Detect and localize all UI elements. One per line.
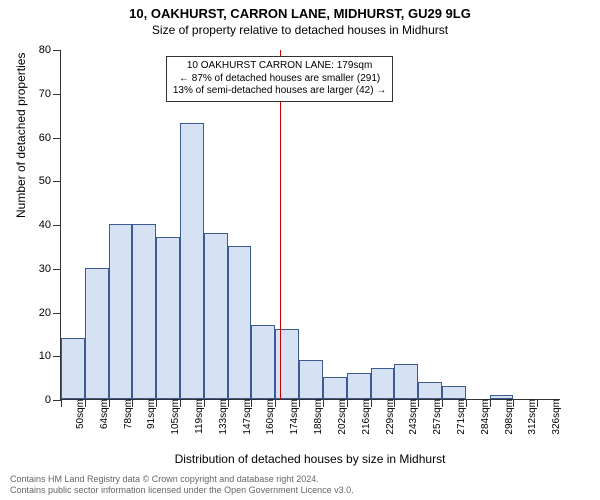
y-tick-label: 20: [39, 307, 61, 319]
y-tick-label: 0: [45, 394, 61, 406]
x-tick: [204, 399, 205, 407]
x-tick-label: 50sqm: [65, 399, 86, 429]
histogram-bar: [61, 338, 85, 399]
x-tick-label: 312sqm: [517, 399, 538, 435]
x-tick-label: 298sqm: [494, 399, 515, 435]
x-tick-label: 271sqm: [446, 399, 467, 435]
footer-line-2: Contains public sector information licen…: [10, 485, 354, 496]
x-tick: [490, 399, 491, 407]
annotation-box: 10 OAKHURST CARRON LANE: 179sqm ← 87% of…: [166, 56, 393, 102]
histogram-bar: [490, 395, 514, 399]
chart-plot-region: 0102030405060708050sqm64sqm78sqm91sqm105…: [60, 50, 560, 400]
x-tick-label: 78sqm: [113, 399, 134, 429]
histogram-bar: [323, 377, 347, 399]
x-tick: [156, 399, 157, 407]
x-tick-label: 133sqm: [208, 399, 229, 435]
x-tick-label: 105sqm: [160, 399, 181, 435]
histogram-bar: [251, 325, 275, 399]
histogram-bar: [180, 123, 204, 399]
y-tick-label: 40: [39, 219, 61, 231]
x-tick: [323, 399, 324, 407]
x-tick-label: 119sqm: [184, 399, 205, 434]
x-tick-label: 91sqm: [136, 399, 157, 429]
chart-subtitle: Size of property relative to detached ho…: [0, 21, 600, 37]
x-tick: [251, 399, 252, 407]
x-tick-label: 147sqm: [232, 399, 253, 435]
x-tick-label: 257sqm: [422, 399, 443, 435]
histogram-bar: [156, 237, 180, 399]
annotation-line: [280, 50, 281, 399]
histogram-bar: [85, 268, 109, 399]
x-tick: [466, 399, 467, 407]
x-tick-label: 202sqm: [327, 399, 348, 435]
histogram-bar: [442, 386, 466, 399]
x-tick-label: 284sqm: [470, 399, 491, 435]
histogram-bar: [109, 224, 133, 399]
x-axis-label: Distribution of detached houses by size …: [60, 452, 560, 466]
x-tick-label: 188sqm: [303, 399, 324, 435]
x-tick: [371, 399, 372, 407]
x-tick-label: 160sqm: [255, 399, 276, 435]
footer-line-1: Contains HM Land Registry data © Crown c…: [10, 474, 354, 485]
x-tick: [61, 399, 62, 407]
x-tick-label: 326sqm: [541, 399, 562, 435]
footer-attribution: Contains HM Land Registry data © Crown c…: [10, 474, 354, 496]
annotation-line-3: 13% of semi-detached houses are larger (…: [173, 85, 386, 98]
x-tick-label: 243sqm: [398, 399, 419, 435]
x-tick-label: 64sqm: [89, 399, 110, 429]
x-tick: [418, 399, 419, 407]
annotation-line-1: 10 OAKHURST CARRON LANE: 179sqm: [173, 60, 386, 73]
histogram-bar: [299, 360, 323, 399]
x-tick: [85, 399, 86, 407]
x-tick-label: 229sqm: [375, 399, 396, 435]
histogram-bar: [204, 233, 228, 399]
histogram-bar: [228, 246, 252, 399]
histogram-bar: [418, 382, 442, 400]
y-tick-label: 10: [39, 350, 61, 362]
x-tick: [347, 399, 348, 407]
annotation-line-2: ← 87% of detached houses are smaller (29…: [173, 73, 386, 86]
y-tick-label: 80: [39, 44, 61, 56]
x-tick: [275, 399, 276, 407]
chart-plot-area: 0102030405060708050sqm64sqm78sqm91sqm105…: [60, 50, 560, 400]
x-tick-label: 216sqm: [351, 399, 372, 435]
x-tick: [109, 399, 110, 407]
x-tick: [180, 399, 181, 407]
y-tick-label: 70: [39, 88, 61, 100]
y-tick-label: 50: [39, 175, 61, 187]
page-title: 10, OAKHURST, CARRON LANE, MIDHURST, GU2…: [0, 0, 600, 21]
x-tick: [228, 399, 229, 407]
x-tick: [513, 399, 514, 407]
x-tick: [132, 399, 133, 407]
x-tick: [442, 399, 443, 407]
x-tick: [299, 399, 300, 407]
histogram-bar: [132, 224, 156, 399]
x-tick: [394, 399, 395, 407]
histogram-bar: [347, 373, 371, 399]
y-tick-label: 60: [39, 132, 61, 144]
histogram-bar: [275, 329, 299, 399]
y-tick-label: 30: [39, 263, 61, 275]
x-tick-label: 174sqm: [279, 399, 300, 435]
x-tick: [537, 399, 538, 407]
y-axis-label: Number of detached properties: [14, 53, 28, 218]
histogram-bar: [394, 364, 418, 399]
histogram-bar: [371, 368, 395, 399]
